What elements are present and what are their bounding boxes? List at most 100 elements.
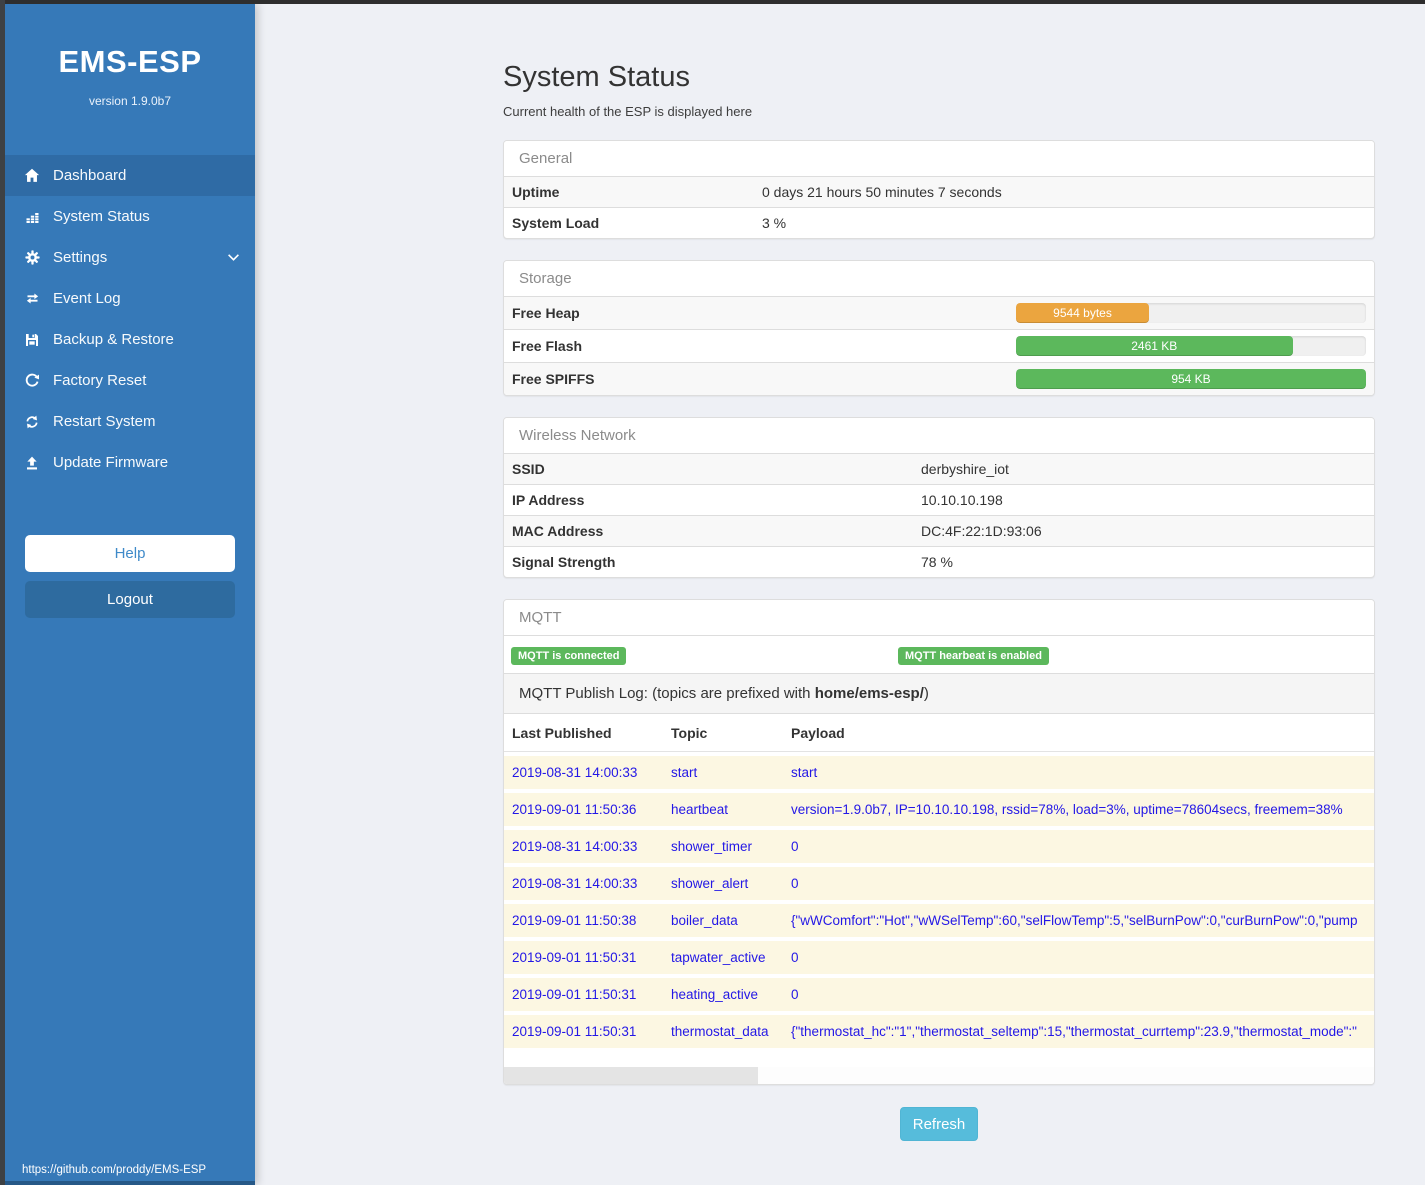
free-flash-progress-track: 2461 KB [1016,336,1366,356]
table-row: Uptime 0 days 21 hours 50 minutes 7 seco… [504,176,1374,207]
log-payload: 0 [791,950,799,965]
row-label: Free Flash [512,338,583,354]
log-topic: shower_timer [671,839,753,854]
page-title: System Status [503,61,690,93]
wireless-panel-title: Wireless Network [504,418,1374,453]
row-label: IP Address [512,492,585,508]
free-heap-progress-bar: 9544 bytes [1016,303,1149,323]
free-spiffs-progress-track: 954 KB [1016,369,1366,389]
table-row: 2019-08-31 14:00:33 start start [504,756,1374,789]
progress-cell: 954 KB [1008,363,1374,395]
log-time: 2019-08-31 14:00:33 [512,876,638,891]
scrollbar-thumb[interactable] [504,1067,758,1084]
horizontal-scrollbar[interactable] [504,1067,1374,1084]
home-icon [22,167,42,185]
log-topic: boiler_data [671,913,738,928]
sidebar-item-event-log[interactable]: Event Log [5,278,255,319]
sidebar-item-label: Dashboard [53,167,127,184]
table-row: 2019-08-31 14:00:33 shower_alert 0 [504,867,1374,900]
log-payload: 0 [791,839,799,854]
log-topic: tapwater_active [671,950,766,965]
row-value: 0 days 21 hours 50 minutes 7 seconds [762,184,1002,200]
free-heap-progress-track: 9544 bytes [1016,303,1366,323]
sidebar-item-settings[interactable]: Settings [5,237,255,278]
table-row: 2019-09-01 11:50:38 boiler_data {"wWComf… [504,904,1374,937]
sidebar-item-backup-restore[interactable]: Backup & Restore [5,319,255,360]
page-subtitle: Current health of the ESP is displayed h… [503,104,753,119]
sidebar: EMS-ESP version 1.9.0b7 Dashboard System… [5,4,255,1185]
log-title-suffix: ) [923,685,929,702]
wireless-panel: Wireless Network SSID derbyshire_iot IP … [503,417,1375,578]
log-payload: 0 [791,876,799,891]
log-topic: heating_active [671,987,759,1002]
mqtt-publish-log-title: MQTT Publish Log: (topics are prefixed w… [504,673,1374,714]
save-icon [22,331,42,349]
sync-icon [22,413,42,431]
mqtt-status-row: MQTT is connected MQTT hearbeat is enabl… [504,635,1374,673]
table-row: 2019-09-01 11:50:36 heartbeat version=1.… [504,793,1374,826]
log-payload: {"wWComfort":"Hot","wWSelTemp":60,"selFl… [791,913,1358,928]
row-value: 78 % [921,554,953,570]
general-panel: General Uptime 0 days 21 hours 50 minute… [503,140,1375,239]
main-content: System Status Current health of the ESP … [503,4,1375,1141]
table-row: System Load 3 % [504,207,1374,238]
mqtt-connected-badge: MQTT is connected [511,647,627,665]
help-button[interactable]: Help [25,535,235,572]
row-label: Signal Strength [512,554,616,570]
log-title-prefix: MQTT Publish Log: (topics are prefixed w… [519,685,815,702]
column-header: Payload [791,724,845,741]
log-topic: thermostat_data [671,1024,769,1039]
sidebar-nav: Dashboard System Status Settings Event L… [5,155,255,483]
log-title-topic-prefix: home/ems-esp/ [814,685,924,702]
sidebar-item-restart-system[interactable]: Restart System [5,401,255,442]
sidebar-item-factory-reset[interactable]: Factory Reset [5,360,255,401]
table-row: SSID derbyshire_iot [504,453,1374,484]
sidebar-item-label: System Status [53,208,150,225]
table-row: 2019-09-01 11:50:31 thermostat_data {"th… [504,1015,1374,1048]
sidebar-item-update-firmware[interactable]: Update Firmware [5,442,255,483]
row-value: 10.10.10.198 [921,492,1003,508]
upload-icon [22,454,42,472]
sidebar-item-label: Update Firmware [53,454,169,471]
row-label: Free Heap [512,305,580,321]
exchange-icon [22,290,42,308]
log-topic: start [671,765,698,780]
sidebar-item-dashboard[interactable]: Dashboard [5,155,255,196]
log-payload: {"thermostat_hc":"1","thermostat_seltemp… [791,1024,1357,1039]
storage-panel-title: Storage [504,261,1374,296]
log-bottom-spacer [504,1048,1374,1067]
log-payload: 0 [791,987,799,1002]
log-time: 2019-09-01 11:50:38 [512,913,637,928]
logout-button[interactable]: Logout [25,581,235,618]
progress-cell: 2461 KB [1008,330,1374,362]
log-table-header: Last Published Topic Payload [504,714,1374,752]
row-label: MAC Address [512,523,604,539]
window-left-edge [0,0,5,1185]
free-flash-progress-bar: 2461 KB [1016,336,1293,356]
sidebar-item-label: Restart System [53,413,156,430]
log-time: 2019-09-01 11:50:36 [512,802,637,817]
mqtt-panel: MQTT MQTT is connected MQTT hearbeat is … [503,599,1375,1085]
log-time: 2019-09-01 11:50:31 [512,987,637,1002]
refresh-button[interactable]: Refresh [900,1107,978,1141]
progress-cell: 9544 bytes [1008,297,1374,329]
table-row: Signal Strength 78 % [504,546,1374,577]
row-value: 3 % [762,215,787,231]
free-spiffs-progress-bar: 954 KB [1016,369,1366,389]
row-value: DC:4F:22:1D:93:06 [921,523,1042,539]
github-link[interactable]: https://github.com/proddy/EMS-ESP [22,1164,207,1176]
log-time: 2019-08-31 14:00:33 [512,839,638,854]
undo-icon [22,372,42,390]
log-payload: version=1.9.0b7, IP=10.10.10.198, rssid=… [791,802,1343,817]
log-time: 2019-08-31 14:00:33 [512,765,638,780]
table-row: IP Address 10.10.10.198 [504,484,1374,515]
column-header: Last Published [512,724,612,741]
sidebar-item-system-status[interactable]: System Status [5,196,255,237]
table-row: 2019-09-01 11:50:31 heating_active 0 [504,978,1374,1011]
row-label: Uptime [512,184,560,200]
sidebar-item-label: Factory Reset [53,372,147,389]
gear-icon [22,249,42,267]
table-row: MAC Address DC:4F:22:1D:93:06 [504,515,1374,546]
sidebar-item-label: Settings [53,249,108,266]
app-version: version 1.9.0b7 [88,94,172,108]
